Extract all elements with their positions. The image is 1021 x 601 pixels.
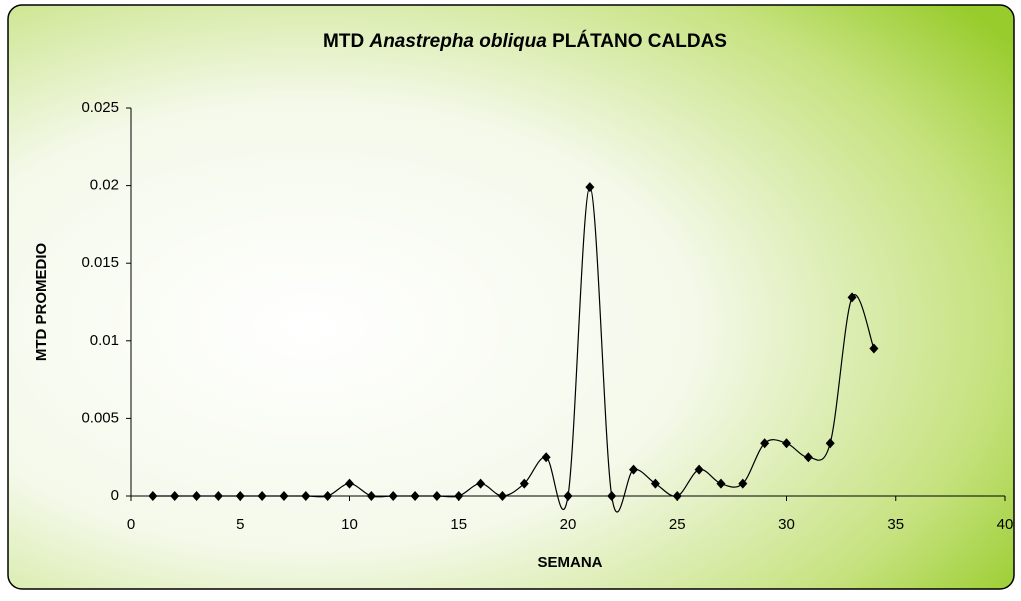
marker [563,491,573,501]
x-tick-label: 10 [341,516,358,533]
title-part: Anastrepha obliqua [368,31,547,52]
marker [301,491,311,501]
marker [672,491,682,501]
x-tick-label: 5 [236,516,244,533]
y-tick-label: 0.005 [81,409,119,426]
marker [629,464,639,475]
marker [454,491,464,501]
marker [541,452,551,463]
marker [235,491,245,501]
marker [519,478,529,489]
marker [738,478,748,489]
x-tick-label: 0 [127,516,135,533]
x-tick-label: 35 [887,516,904,533]
marker [847,292,857,303]
marker [257,491,267,501]
y-tick-label: 0.01 [90,332,119,349]
x-tick-label: 25 [669,516,686,533]
marker [650,478,660,489]
marker [607,491,617,501]
chart-title: MTD Anastrepha obliqua PLÁTANO CALDAS [323,30,727,52]
marker [716,478,726,489]
marker [366,491,376,501]
marker [497,491,507,501]
marker [345,478,354,489]
y-tick-label: 0 [111,487,119,504]
marker [148,491,158,501]
marker [476,478,486,489]
marker [170,491,180,501]
x-axis-label: SEMANA [537,554,602,571]
title-part: MTD [323,31,364,52]
marker [388,491,398,501]
marker [782,438,791,449]
marker [585,182,595,193]
chart-frame [7,4,1015,590]
marker [279,491,289,501]
marker [323,491,333,501]
y-tick-label: 0.015 [81,254,119,271]
x-tick-label: 15 [450,516,467,533]
marker [432,491,442,501]
marker [869,343,879,354]
marker [760,438,770,449]
x-tick-label: 30 [778,516,795,533]
marker [192,491,202,501]
x-tick-label: 20 [560,516,577,533]
title-part: PLÁTANO CALDAS [552,30,727,52]
marker [825,438,835,449]
marker [410,491,420,501]
y-axis-label: MTD PROMEDIO [33,243,50,362]
marker [803,452,813,463]
y-tick-label: 0.025 [81,99,119,116]
marker [213,491,223,501]
marker [694,464,704,475]
x-tick-label: 40 [997,516,1014,533]
y-tick-label: 0.02 [90,177,119,194]
